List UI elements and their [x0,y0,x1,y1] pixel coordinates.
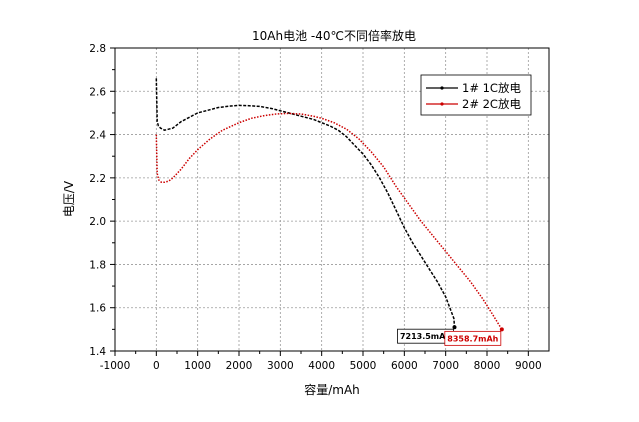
y-tick-label: 2.0 [89,216,106,228]
x-tick-label: 4000 [308,360,335,372]
y-tick-label: 1.6 [89,303,106,315]
series-end-point-2 [499,327,504,332]
x-tick-label: 3000 [267,360,294,372]
x-axis-label: 容量/mAh [304,382,360,397]
legend-marker-2 [440,102,444,106]
x-tick-label: 0 [153,360,160,372]
x-tick-label: 5000 [350,360,377,372]
x-tick-label: 1000 [184,360,211,372]
grid [115,48,549,351]
legend: 1# 1C放电 2# 2C放电 [420,74,532,116]
x-tick-label: 9000 [515,360,542,372]
y-tick-label: 2.6 [89,86,106,98]
y-tick-label: 1.8 [89,259,106,271]
legend-box [420,74,532,116]
legend-label-2: 2# 2C放电 [462,97,521,111]
x-tick-label: 8000 [474,360,501,372]
y-tick-label: 2.8 [89,43,106,55]
series-line-2 [155,112,503,330]
legend-marker-1 [440,86,444,90]
y-tick-label: 2.4 [89,130,106,142]
x-tick-label: 7000 [432,360,459,372]
y-tick-label: 1.4 [89,346,106,358]
annotation-label-2: 8358.7mAh [447,334,498,343]
series-line-1 [155,78,456,328]
y-tick-label: 2.2 [89,173,106,185]
legend-label-1: 1# 1C放电 [462,81,521,95]
x-tick-label: 2000 [226,360,253,372]
annotation-box-2 [444,330,502,346]
y-axis-label: 电压/V [62,180,76,217]
series-end-point-1 [452,325,457,330]
series-layer [155,78,504,332]
x-tick-label: -1000 [100,360,131,372]
x-tick-label: 6000 [391,360,418,372]
ticks: -1000 0 1000 2000 3000 4000 5000 6000 7000 8000 90… [89,43,541,372]
annotation-label-1: 7213.5mAh [400,332,451,341]
chart-title: 10Ah电池 -40℃不同倍率放电 [252,28,416,43]
